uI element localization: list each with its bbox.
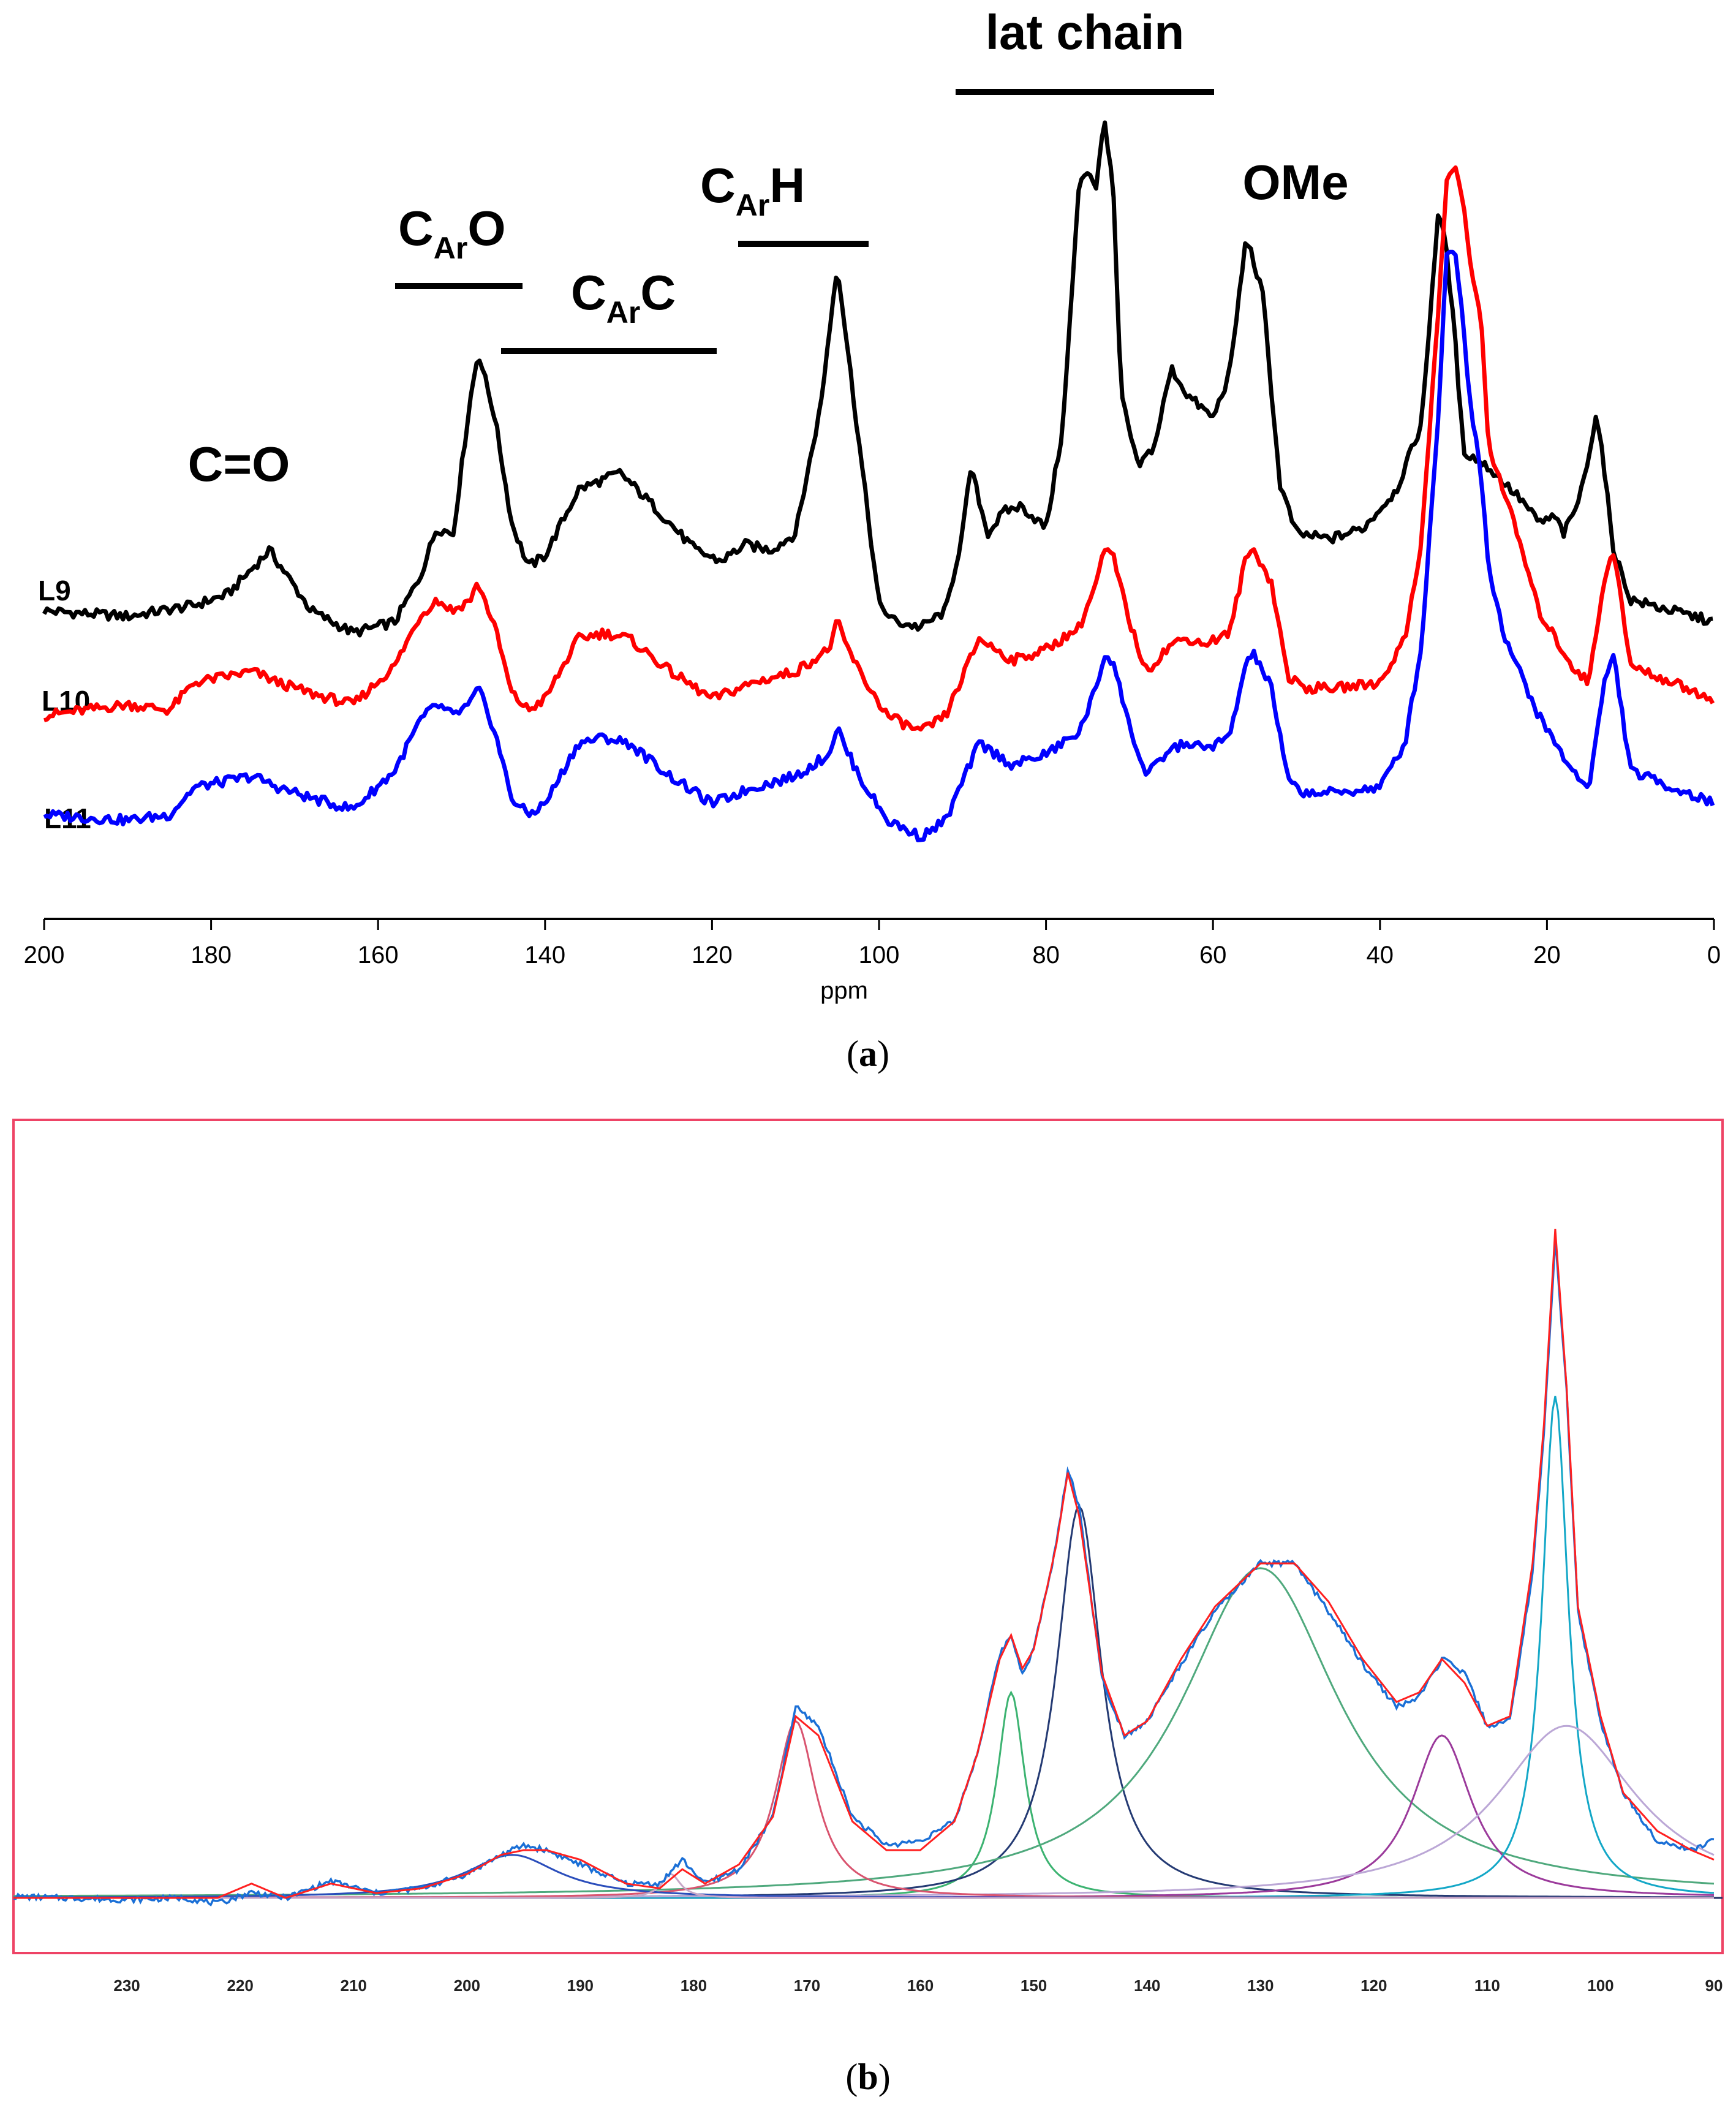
series-line-l11 xyxy=(43,249,1715,842)
region-label-carh: CArH xyxy=(700,158,805,222)
caption-a-letter: a xyxy=(859,1033,877,1074)
panel-b-tick-label: 140 xyxy=(1134,1976,1160,1995)
region-label-lat: lat chain xyxy=(986,5,1185,59)
carh-end: H xyxy=(769,158,805,213)
panel-a-tick-label: 100 xyxy=(859,942,900,969)
panel-b-tick-label: 90 xyxy=(1705,1976,1723,1995)
panel-b-tick-label: 200 xyxy=(454,1976,480,1995)
region-label-co: C=O xyxy=(188,437,290,491)
caption-b: (b) xyxy=(845,2057,890,2097)
panel-b-tick-label: 170 xyxy=(794,1976,820,1995)
panel-a-tick-label: 200 xyxy=(24,942,65,969)
panel-b-tick-label: 120 xyxy=(1360,1976,1387,1995)
panel-a-tick-label: 180 xyxy=(191,942,232,969)
panel-a-tick-label: 0 xyxy=(1707,942,1721,969)
panel-b-tick-label: 210 xyxy=(341,1976,367,1995)
caption-a: (a) xyxy=(847,1033,889,1074)
panel-a-tick-label: 20 xyxy=(1533,942,1561,969)
panel-b-tick-label: 180 xyxy=(681,1976,707,1995)
panel-b-tick-label: 130 xyxy=(1247,1976,1274,1995)
panel-b-ticks: 230 220 210 200 190 180 170 160 150 140 130 120 110 1… xyxy=(113,1976,1723,1995)
panel-a-tick-label: 160 xyxy=(358,942,399,969)
caption-a-open: ( xyxy=(847,1033,859,1074)
carh-sub: Ar xyxy=(736,188,770,222)
caption-b-letter: b xyxy=(858,2057,878,2097)
series-line-fit-sum xyxy=(13,1228,1715,1899)
carc-sub: Ar xyxy=(606,295,641,330)
fit-component-component-182 xyxy=(13,1873,1714,1899)
series-line-l10 xyxy=(43,165,1715,732)
panel-a-tick-label: 140 xyxy=(524,942,565,969)
region-label-carc: CArC xyxy=(571,265,676,330)
panel-b-tick-label: 230 xyxy=(113,1976,140,1995)
panel-a-ticks: 200 180 160 140 120 100 80 60 40 20 0 xyxy=(24,919,1721,969)
panel-a-tick-label: 40 xyxy=(1367,942,1394,969)
series-line-l9 xyxy=(42,120,1713,638)
panel-a-xlabel: ppm xyxy=(820,977,868,1004)
panel-a-tick-label: 60 xyxy=(1199,942,1227,969)
carc-end: C xyxy=(640,265,676,320)
panel-b-tick-label: 150 xyxy=(1021,1976,1047,1995)
panel-b: 230 220 210 200 190 180 170 160 150 140 130 120 110 1… xyxy=(12,1119,1724,2097)
series-label-l9: L9 xyxy=(38,575,71,606)
carc-c: C xyxy=(571,265,606,320)
caro-end: O xyxy=(467,201,505,255)
panel-b-frame xyxy=(12,1119,1724,1954)
panel-b-tick-label: 160 xyxy=(907,1976,934,1995)
caption-b-close: ) xyxy=(878,2057,891,2097)
region-label-ome: OMe xyxy=(1242,155,1348,210)
caption-b-open: ( xyxy=(845,2057,858,2097)
panel-a-tick-label: 80 xyxy=(1032,942,1060,969)
caption-a-close: ) xyxy=(877,1033,889,1074)
panel-b-tick-label: 110 xyxy=(1474,1976,1500,1995)
panel-b-tick-label: 220 xyxy=(227,1976,253,1995)
panel-b-tick-label: 100 xyxy=(1587,1976,1613,1995)
panel-a-lines xyxy=(42,120,1715,842)
caro-c: C xyxy=(398,201,434,255)
caro-sub: Ar xyxy=(434,231,468,265)
panel-b-tick-label: 190 xyxy=(567,1976,594,1995)
panel-a-tick-label: 120 xyxy=(692,942,733,969)
panel-a: 200 180 160 140 120 100 80 60 40 20 0 ppm C=O CArO… xyxy=(24,5,1721,1074)
region-label-caro: CArO xyxy=(398,201,506,265)
panel-b-lines xyxy=(13,1228,1715,1907)
carh-c: C xyxy=(700,158,736,213)
